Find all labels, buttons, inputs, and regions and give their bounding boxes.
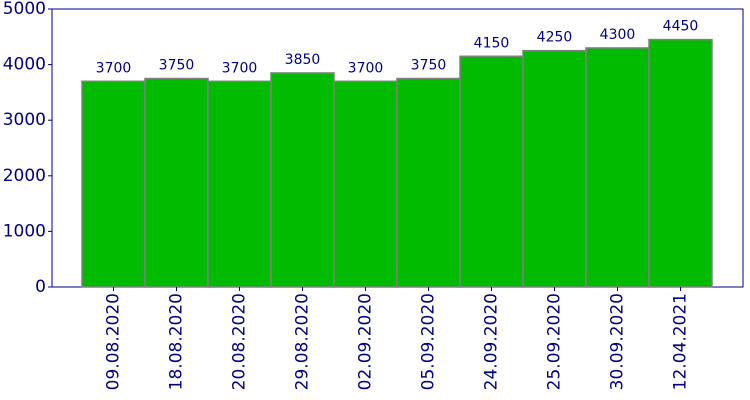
value-label: 4300	[600, 27, 636, 43]
value-label: 3700	[96, 60, 132, 76]
value-label: 4150	[474, 35, 510, 51]
x-tick-label: 09.08.2020	[104, 293, 124, 390]
value-label: 3750	[411, 58, 447, 74]
bar	[144, 77, 209, 288]
x-tick-label: 24.09.2020	[482, 293, 502, 390]
y-tick-label: 0	[35, 277, 46, 297]
bar	[396, 77, 461, 288]
y-tick-label: 3000	[3, 110, 46, 130]
bar	[522, 49, 587, 288]
value-label: 4250	[537, 30, 573, 46]
x-tick-label: 25.09.2020	[545, 293, 565, 390]
x-tick-label: 05.09.2020	[419, 293, 439, 390]
y-tick-label: 5000	[3, 0, 46, 19]
x-tick-label: 20.08.2020	[230, 293, 250, 390]
bar	[648, 38, 713, 288]
y-tick-label: 4000	[3, 55, 46, 75]
value-label: 3750	[159, 58, 195, 74]
value-label: 3700	[348, 60, 384, 76]
bar	[585, 47, 650, 288]
x-tick-label: 29.08.2020	[293, 293, 313, 390]
bar	[207, 80, 272, 288]
x-tick-label: 02.09.2020	[356, 293, 376, 390]
value-label: 3700	[222, 60, 258, 76]
x-tick-label: 12.04.2021	[671, 293, 691, 390]
y-tick-label: 2000	[3, 166, 46, 186]
x-tick-label: 30.09.2020	[608, 293, 628, 390]
value-label: 4450	[663, 19, 699, 35]
x-tick-label: 18.08.2020	[167, 293, 187, 390]
bar	[459, 55, 524, 288]
value-label: 3850	[285, 52, 321, 68]
bar	[270, 72, 335, 288]
bar	[333, 80, 398, 288]
bar	[81, 80, 146, 288]
y-tick-label: 1000	[3, 221, 46, 241]
